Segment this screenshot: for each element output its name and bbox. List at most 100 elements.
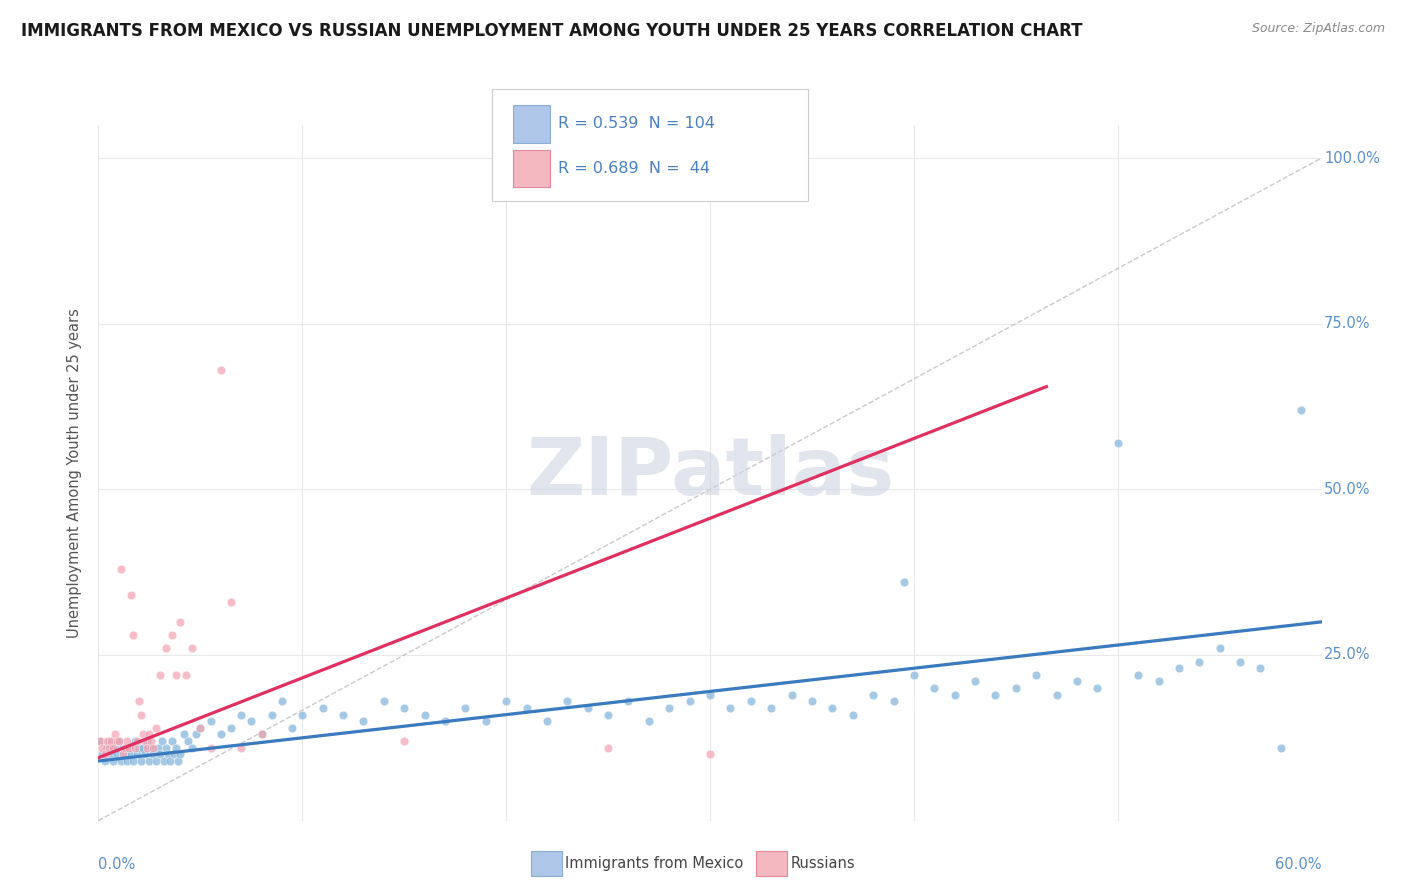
Point (97, 740, 120, 755)
Point (173, 727, 195, 741)
Y-axis label: Unemployment Among Youth under 25 years: Unemployment Among Youth under 25 years (67, 308, 83, 638)
Point (188, 721, 212, 735)
Point (699, 747, 721, 762)
Point (598, 740, 620, 755)
Point (922, 681, 945, 695)
Point (155, 740, 177, 755)
Point (373, 694, 395, 708)
Point (1249, 661, 1271, 675)
Point (658, 701, 681, 715)
Point (177, 734, 200, 748)
Point (118, 740, 141, 755)
Point (132, 740, 155, 755)
Point (149, 747, 172, 762)
Point (281, 721, 304, 735)
Point (91, 740, 114, 755)
Text: 0.0%: 0.0% (98, 857, 135, 872)
Point (903, 668, 925, 682)
Point (129, 754, 152, 768)
Point (122, 754, 145, 768)
Point (114, 740, 136, 755)
Point (761, 701, 783, 715)
Point (1107, 436, 1129, 450)
Point (200, 714, 222, 729)
Point (138, 727, 160, 741)
Point (134, 747, 156, 762)
Point (169, 615, 191, 629)
Point (128, 694, 150, 708)
Point (104, 740, 127, 755)
Point (332, 707, 354, 722)
Point (118, 740, 141, 755)
Point (821, 701, 844, 715)
Point (124, 734, 146, 748)
Point (96, 734, 118, 748)
Point (862, 688, 884, 702)
Point (134, 734, 156, 748)
Point (93, 754, 115, 768)
Point (91, 747, 114, 762)
Point (152, 754, 174, 768)
Point (128, 740, 150, 755)
Text: 60.0%: 60.0% (1275, 857, 1322, 872)
Point (136, 740, 159, 755)
Point (209, 727, 232, 741)
Point (108, 734, 131, 748)
Point (413, 707, 436, 722)
Point (181, 740, 204, 755)
Point (110, 562, 132, 576)
Point (260, 707, 283, 722)
Point (163, 747, 186, 762)
Point (1188, 655, 1211, 669)
Point (89, 734, 111, 748)
Point (801, 694, 824, 708)
Point (96, 740, 118, 755)
Point (169, 747, 191, 762)
Point (100, 747, 122, 762)
Point (115, 754, 138, 768)
Text: 100.0%: 100.0% (1324, 151, 1379, 166)
Point (1209, 641, 1232, 656)
Point (536, 714, 558, 729)
Point (114, 747, 136, 762)
Point (101, 740, 124, 755)
Point (105, 747, 128, 762)
Point (104, 727, 127, 741)
Point (598, 707, 620, 722)
Point (127, 747, 149, 762)
Text: 75.0%: 75.0% (1324, 316, 1371, 331)
Point (352, 714, 374, 729)
Point (209, 363, 232, 377)
Point (136, 734, 159, 748)
Point (883, 694, 905, 708)
Point (219, 595, 242, 609)
Point (1085, 681, 1108, 695)
Point (156, 747, 179, 762)
Point (160, 628, 183, 642)
Point (93, 747, 115, 762)
Point (146, 740, 169, 755)
Point (576, 701, 599, 715)
Text: 25.0%: 25.0% (1324, 648, 1371, 663)
Point (943, 688, 966, 702)
Point (200, 740, 222, 755)
Point (142, 740, 165, 755)
Point (250, 727, 273, 741)
Text: 50.0%: 50.0% (1324, 482, 1371, 497)
Point (124, 740, 146, 755)
Point (312, 701, 335, 715)
Point (141, 740, 163, 755)
Text: ZIPatlas: ZIPatlas (526, 434, 894, 512)
Point (1004, 681, 1026, 695)
Point (240, 714, 263, 729)
Point (101, 754, 124, 768)
Point (617, 694, 640, 708)
Point (127, 734, 149, 748)
Point (138, 754, 160, 768)
Point (270, 694, 294, 708)
Point (160, 734, 183, 748)
Point (174, 668, 197, 682)
Point (167, 754, 190, 768)
Point (150, 734, 173, 748)
Point (516, 701, 538, 715)
